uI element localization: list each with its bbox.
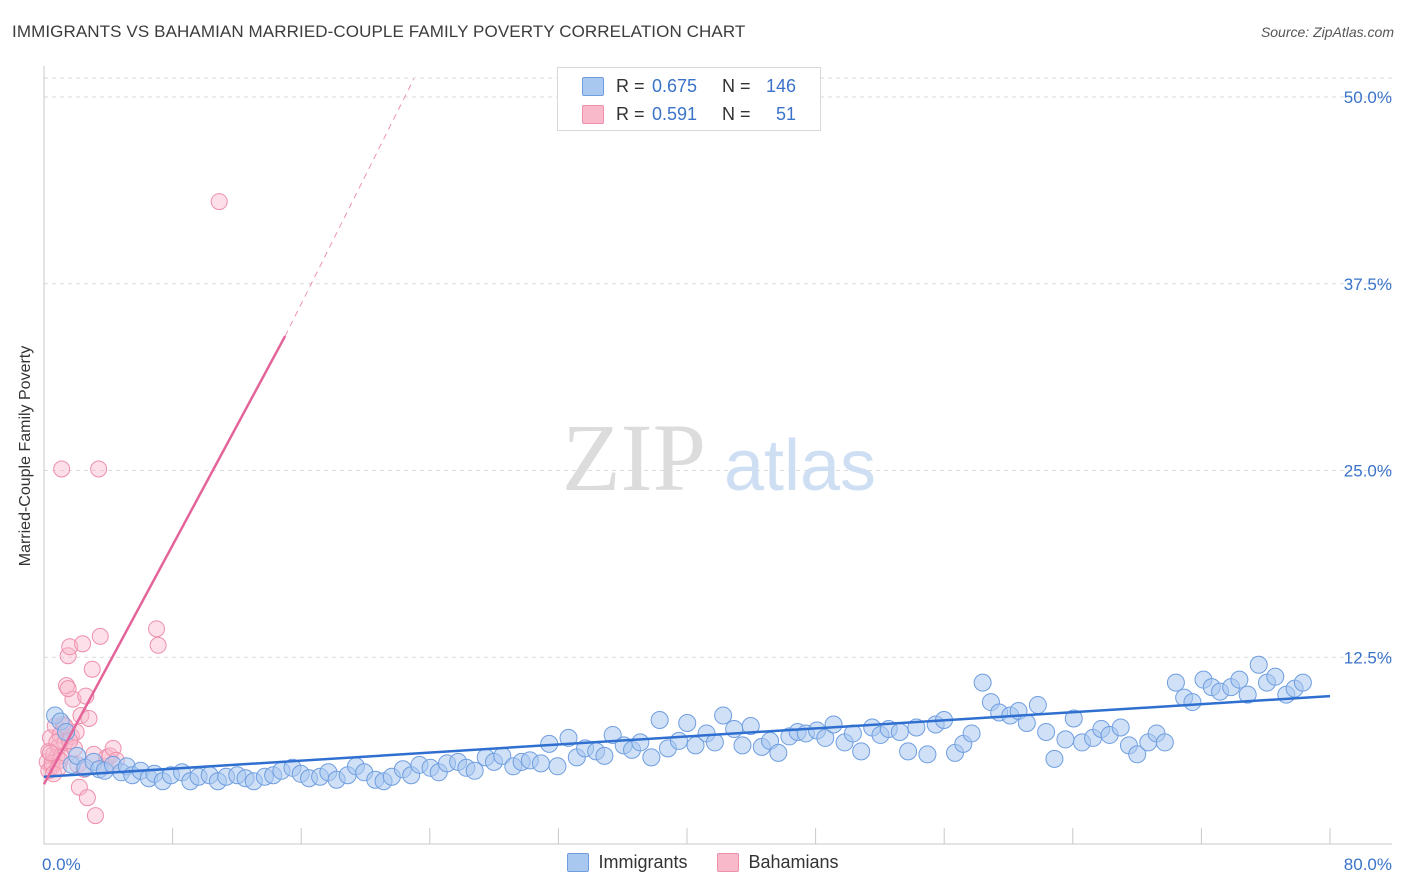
immigrants-point (816, 728, 835, 747)
bahamians-point (74, 635, 92, 653)
bahamians-point (148, 620, 166, 638)
bahamians-swatch (582, 104, 604, 124)
immigrants-point (631, 733, 650, 752)
bahamians-point (91, 627, 109, 645)
n-value: 146 (765, 75, 796, 96)
bahamians-swatch (717, 853, 740, 872)
axes (43, 66, 1392, 845)
immigrants-point (962, 724, 981, 743)
immigrants-point (769, 743, 788, 762)
bahamians-point (64, 690, 82, 708)
chart-title: IMMIGRANTS VS BAHAMIAN MARRIED-COUPLE FA… (12, 22, 746, 41)
bahamians-point (59, 680, 77, 698)
immigrants-swatch (567, 853, 590, 872)
r-value: 0.591 (652, 103, 698, 124)
watermark-atlas: atlas (724, 426, 876, 506)
r-label: R = (616, 103, 645, 124)
immigrants-point (1230, 670, 1249, 689)
immigrants-point (741, 716, 760, 735)
immigrants-point (1064, 709, 1083, 728)
bahamians-point (83, 660, 101, 678)
stats-legend: R = 0.675 N = 146 R = 0.591 N = 51 (557, 67, 821, 131)
legend-row-immigrants: R = 0.675 N = 146 (582, 75, 796, 97)
immigrants-point (1155, 733, 1174, 752)
immigrants-point (714, 706, 733, 725)
bahamians-point (80, 710, 98, 728)
y-tick-label: 50.0% (1344, 88, 1392, 107)
immigrants-point (918, 745, 937, 764)
immigrants-point (852, 742, 871, 761)
bahamians-point (61, 638, 79, 656)
immigrants-trend-line (43, 694, 1331, 779)
immigrants-point (1166, 673, 1185, 692)
x-tick-label: 80.0% (1344, 855, 1392, 874)
gridlines (44, 77, 1392, 658)
immigrants-point (973, 673, 992, 692)
legend-row-bahamians: R = 0.591 N = 51 (582, 103, 796, 125)
tick-labels: 12.5% 25.0% 37.5% 50.0% 0.0% 80.0% (42, 88, 1392, 874)
immigrants-point (603, 725, 622, 744)
immigrants-point (531, 754, 550, 773)
immigrants-point (1028, 696, 1047, 715)
immigrants-point (824, 715, 843, 734)
immigrants-point (1293, 673, 1312, 692)
bahamians-point (78, 789, 96, 807)
bahamians-point (149, 636, 167, 654)
watermark-zip: ZIP (562, 404, 706, 511)
bahamians-point (53, 460, 71, 478)
trend-lines (42, 78, 1331, 785)
immigrants-point (1128, 745, 1147, 764)
immigrants-point (669, 731, 688, 750)
immigrants-swatch (582, 76, 604, 96)
legend-item-bahamians[interactable]: Bahamians (717, 852, 839, 873)
immigrants-point (465, 761, 484, 780)
y-tick-label: 37.5% (1344, 275, 1392, 294)
legend-label: Bahamians (748, 852, 839, 872)
immigrants-point (899, 742, 918, 761)
legend-label: Immigrants (598, 852, 688, 872)
immigrants-point (548, 757, 567, 776)
immigrants-point (1045, 749, 1064, 768)
bahamians-trend-extension (284, 78, 415, 337)
immigrants-point (559, 728, 578, 747)
immigrants-point (642, 748, 661, 767)
bahamians-point (90, 460, 108, 478)
immigrants-point (1183, 693, 1202, 712)
immigrants-point (733, 736, 752, 755)
bahamians-point (86, 807, 104, 825)
immigrants-point (1238, 685, 1257, 704)
immigrants-point (1249, 655, 1268, 674)
r-label: R = (616, 75, 645, 96)
immigrants-point (678, 713, 697, 732)
immigrants-point (1056, 730, 1075, 749)
immigrants-point (1017, 713, 1036, 732)
immigrants-point (595, 746, 614, 765)
series-legend: Immigrants Bahamians (0, 852, 1406, 873)
immigrants-point (890, 722, 909, 741)
n-label: N = (722, 103, 751, 124)
bahamians-trend-line (42, 335, 287, 785)
n-label: N = (722, 75, 751, 96)
r-value: 0.675 (652, 75, 698, 96)
x-tick-label: 0.0% (42, 855, 81, 874)
y-tick-label: 12.5% (1344, 648, 1392, 667)
source-note: Source: ZipAtlas.com (1260, 24, 1394, 40)
immigrants-point (705, 733, 724, 752)
immigrants-point (650, 710, 669, 729)
immigrants-points (46, 655, 1312, 791)
n-value: 51 (775, 103, 796, 124)
legend-item-immigrants[interactable]: Immigrants (567, 852, 687, 873)
immigrants-point (1111, 718, 1130, 737)
immigrants-point (1037, 722, 1056, 741)
immigrants-point (1266, 667, 1285, 686)
bahamians-point (210, 193, 228, 211)
y-tick-label: 25.0% (1344, 462, 1392, 481)
bahamians-point (59, 647, 77, 665)
bahamians-point (41, 744, 59, 762)
